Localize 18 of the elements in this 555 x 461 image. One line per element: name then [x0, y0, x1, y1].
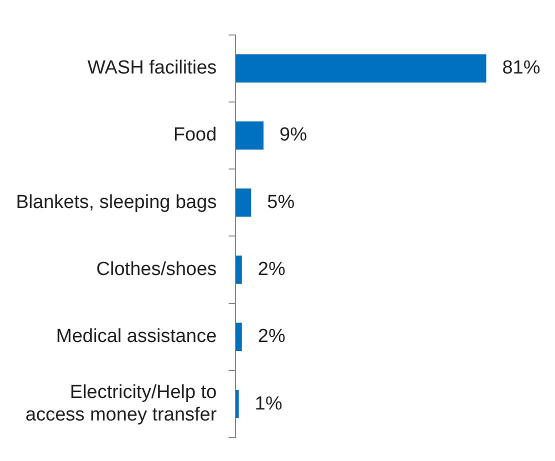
bar: [236, 390, 239, 418]
bar: [236, 256, 242, 284]
data-label: 2%: [258, 259, 286, 280]
y-tick-label: WASH facilities: [88, 58, 217, 79]
bar: [236, 54, 486, 82]
y-tick-label: Medical assistance: [56, 326, 217, 348]
y-tick-label: Electricity/Help to access money transfer: [26, 382, 218, 426]
data-label: 9%: [280, 124, 308, 146]
y-tick-label: Food: [173, 124, 217, 146]
bar: [236, 322, 242, 351]
data-label: 5%: [267, 192, 295, 213]
y-tick-label: Blankets, sleeping bags: [16, 192, 217, 213]
bar: [236, 121, 264, 150]
data-label: 2%: [258, 326, 286, 348]
bar: [236, 188, 252, 217]
data-label: 1%: [254, 393, 282, 414]
y-tick-label: Clothes/shoes: [96, 259, 217, 280]
data-label: 81%: [502, 58, 540, 79]
